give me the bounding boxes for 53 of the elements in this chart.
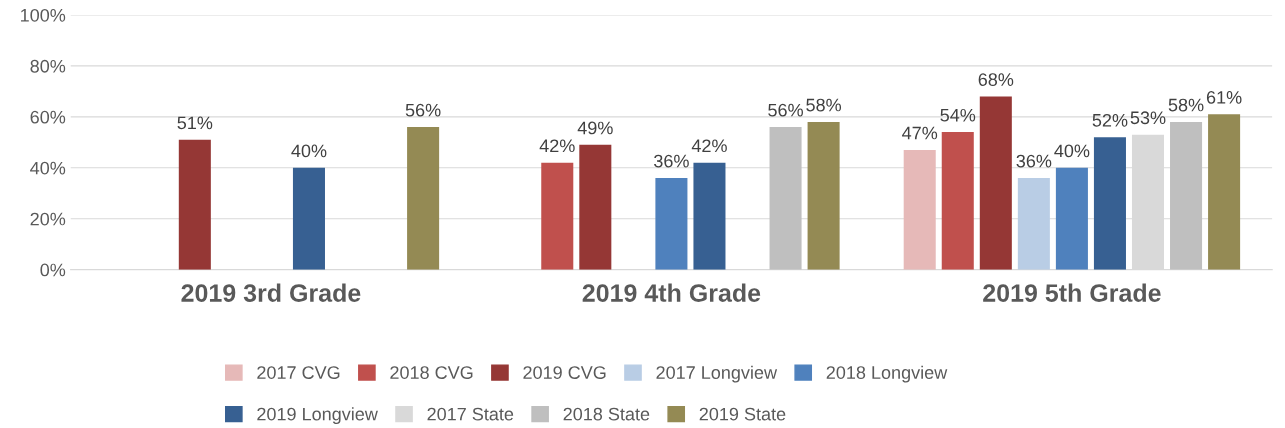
bar xyxy=(655,177,688,270)
data-label: 49% xyxy=(577,121,613,135)
data-label: 52% xyxy=(1092,113,1128,127)
legend-label: 2017 Longview xyxy=(656,365,778,383)
bar xyxy=(1017,177,1050,270)
legend-label: 2017 CVG xyxy=(257,366,340,379)
data-label: 40% xyxy=(1054,144,1090,158)
bar xyxy=(579,144,612,270)
y-tick-label: 0% xyxy=(40,263,66,277)
x-tick-label: 2019 4th Grade xyxy=(582,283,761,302)
bar xyxy=(178,139,211,270)
data-label: 51% xyxy=(177,116,213,130)
data-label: 36% xyxy=(1016,154,1052,168)
bar xyxy=(903,149,936,270)
data-label: 42% xyxy=(539,139,575,153)
bar xyxy=(1208,114,1241,270)
legend-label: 2019 State xyxy=(699,407,786,421)
bar xyxy=(941,132,974,270)
data-label: 40% xyxy=(291,144,327,158)
legend-label: 2018 CVG xyxy=(390,366,473,379)
data-label: 47% xyxy=(902,126,938,140)
y-tick-label: 60% xyxy=(30,110,66,124)
y-tick-label: 20% xyxy=(30,212,66,226)
y-tick-label: 40% xyxy=(30,161,66,175)
data-label: 56% xyxy=(405,103,441,117)
data-label: 58% xyxy=(1168,98,1204,112)
x-tick-label: 2019 5th Grade xyxy=(983,283,1161,302)
data-label: 36% xyxy=(654,154,689,168)
bar xyxy=(1093,137,1126,270)
bar xyxy=(1055,167,1088,270)
data-label: 42% xyxy=(691,139,727,153)
bar xyxy=(541,162,574,270)
legend-label: 2018 Longview xyxy=(826,365,948,383)
data-label: 53% xyxy=(1130,111,1166,125)
data-label: 54% xyxy=(940,108,976,122)
y-tick-label: 80% xyxy=(30,59,66,73)
bar xyxy=(407,127,440,270)
y-tick-label: 100% xyxy=(21,8,66,22)
bar xyxy=(292,167,325,270)
data-label: 58% xyxy=(806,98,842,112)
x-tick-label: 2019 3rd Grade xyxy=(181,283,361,302)
bar xyxy=(1170,121,1203,270)
data-label: 68% xyxy=(978,73,1014,86)
data-label: 61% xyxy=(1206,91,1242,104)
bar xyxy=(693,162,726,270)
legend-label: 2019 CVG xyxy=(523,366,606,379)
legend-label: 2017 State xyxy=(427,407,514,421)
bar xyxy=(979,96,1012,270)
bar xyxy=(807,121,840,270)
bar xyxy=(769,127,802,270)
legend-label: 2019 Longview xyxy=(257,407,378,425)
legend-label: 2018 State xyxy=(563,407,650,421)
data-label: 56% xyxy=(768,103,803,117)
